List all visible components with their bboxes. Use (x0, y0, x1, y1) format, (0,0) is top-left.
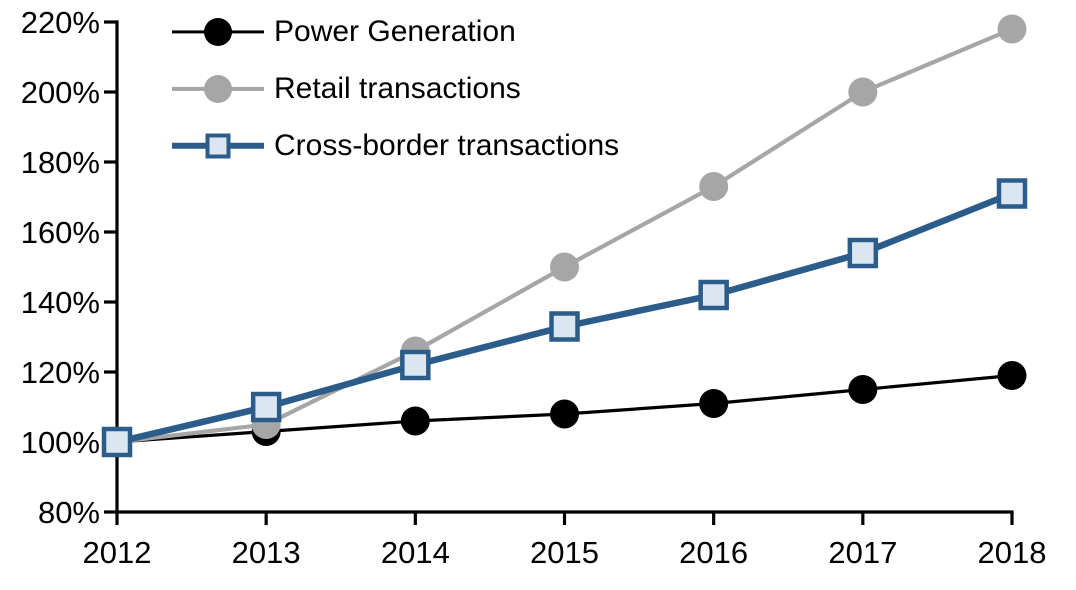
power-generation-marker (848, 375, 878, 404)
cross-border-transactions-marker (250, 391, 282, 423)
y-tick-label: 140% (21, 285, 100, 320)
legend-label-retail-transactions: Retail transactions (274, 71, 521, 105)
series-cross-border-transactions (101, 178, 1028, 458)
x-tick-label: 2012 (83, 535, 152, 570)
x-tick-label: 2014 (381, 535, 450, 570)
cross-border-transactions-marker (996, 178, 1028, 209)
retail-transactions-marker (550, 252, 579, 282)
legend-item-power-generation: Power Generation (172, 3, 619, 60)
y-tick-label: 180% (21, 145, 100, 180)
legend-label-cross-border-transactions: Cross-border transactions (274, 128, 620, 162)
x-tick-label: 2015 (530, 535, 599, 570)
power-generation-marker (699, 389, 729, 418)
legend-item-cross-border-transactions: Cross-border transactions (172, 117, 619, 174)
y-tick-label: 80% (38, 495, 100, 530)
power-generation-marker (997, 361, 1027, 390)
y-tick-label: 200% (21, 75, 100, 110)
power-generation-line-circle-icon (172, 16, 264, 48)
legend-label-power-generation: Power Generation (274, 14, 516, 48)
power-generation-marker (550, 399, 579, 429)
y-tick-label: 100% (21, 425, 100, 460)
cross-border-transactions-marker (698, 279, 729, 311)
retail-transactions-marker (699, 172, 729, 201)
retail-transactions-marker (997, 14, 1027, 44)
legend-item-retail-transactions: Retail transactions (172, 60, 619, 117)
axes: 80% 100% 120% 140% 160% 180% 200% 220% 2012 2013 2… (21, 5, 1047, 570)
cross-border-transactions-line-square-icon (172, 130, 264, 162)
series-power-generation (102, 361, 1027, 457)
cross-border-transactions-marker (847, 237, 879, 269)
retail-transactions-line-circle-icon (172, 73, 264, 105)
legend: Power Generation Retail transactions Cro… (172, 3, 619, 174)
y-tick-label: 160% (21, 215, 100, 250)
cross-border-transactions-marker (400, 349, 431, 381)
x-tick-label: 2017 (828, 535, 897, 570)
retail-transactions-marker (848, 77, 878, 107)
cross-border-transactions-marker (101, 426, 133, 458)
power-generation-marker (400, 406, 430, 436)
cross-border-transactions-marker (549, 311, 580, 342)
x-tick-label: 2016 (679, 535, 748, 570)
y-tick-label: 220% (21, 5, 100, 40)
y-tick-label: 120% (21, 355, 100, 390)
x-tick-label: 2018 (978, 535, 1047, 570)
x-tick-label: 2013 (232, 535, 301, 570)
